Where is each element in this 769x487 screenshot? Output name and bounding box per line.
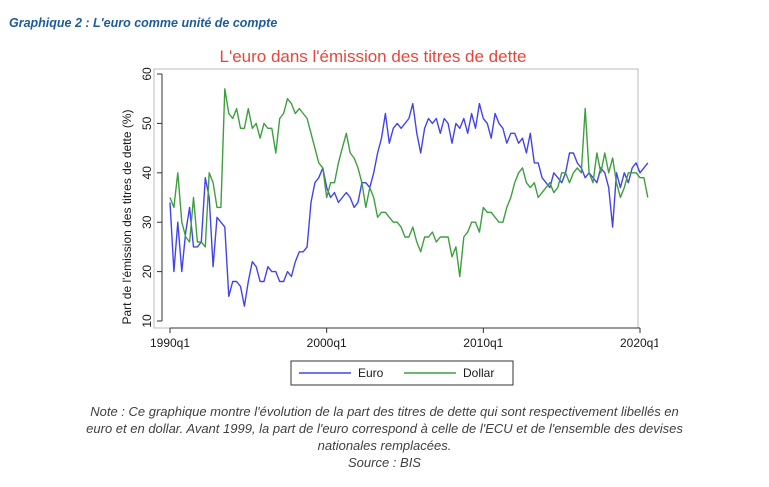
- series-line-euro: [169, 102, 649, 307]
- chart-title: L'euro dans l'émission des titres de det…: [220, 47, 527, 66]
- x-tick-label: 2010q1: [463, 336, 503, 350]
- note-line-2: euro et en dollar. Avant 1999, la part d…: [86, 421, 683, 436]
- legend: Euro Dollar: [290, 360, 514, 386]
- x-tick-label: 2020q1: [620, 336, 658, 350]
- source-line: Source : BIS: [348, 455, 421, 470]
- y-tick-label: 50: [140, 116, 154, 130]
- note-line-1: Note : Ce graphique montre l'évolution d…: [90, 404, 679, 419]
- series-line-dollar: [169, 88, 649, 278]
- y-tick-label: 30: [140, 215, 154, 229]
- y-axis: 10 20 30 40 50 60: [140, 67, 163, 328]
- line-chart: L'euro dans l'émission des titres de det…: [120, 47, 658, 386]
- y-tick-label: 40: [140, 166, 154, 180]
- x-tick-label: 1990q1: [150, 336, 190, 350]
- y-tick-label: 20: [140, 265, 154, 279]
- legend-label-dollar: Dollar: [463, 366, 494, 380]
- figure-title: Graphique 2 : L'euro comme unité de comp…: [9, 16, 278, 30]
- plot-area: [153, 68, 639, 329]
- x-axis: 1990q1 2000q1 2010q1 2020q1: [150, 327, 658, 350]
- y-tick-label: 10: [140, 314, 154, 328]
- series-lines: [169, 88, 649, 307]
- figure-note: Note : Ce graphique montre l'évolution d…: [0, 403, 769, 471]
- y-axis-label: Part de l'émission des titres de dette (…: [120, 109, 134, 324]
- y-tick-label: 60: [140, 67, 154, 81]
- note-line-3: nationales remplacées.: [317, 438, 452, 453]
- x-tick-label: 2000q1: [307, 336, 347, 350]
- legend-label-euro: Euro: [358, 366, 384, 380]
